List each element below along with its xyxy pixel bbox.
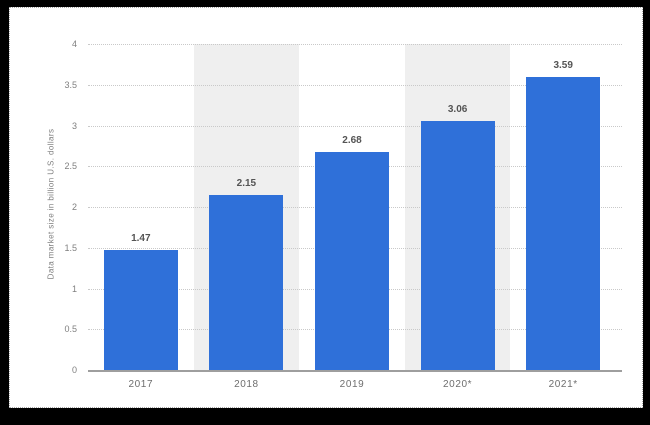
gridline xyxy=(88,84,622,86)
bar xyxy=(420,120,495,370)
bar-value-label: 3.06 xyxy=(447,103,468,115)
plot-area: 0 0.5 1 1.5 2 2.5 3 3.5 4 1.47 2017 2.15 2018 2.68 201… xyxy=(10,8,642,407)
y-tick-label: 0 xyxy=(71,365,77,375)
gridline xyxy=(88,125,622,127)
bar xyxy=(526,77,601,370)
y-tick-label: 3.5 xyxy=(64,79,77,90)
x-tick-label: 2018 xyxy=(234,379,259,390)
x-tick-label: 2019 xyxy=(339,379,365,390)
y-tick-label: 3 xyxy=(71,120,77,131)
chart-frame: Data market size in billion U.S. dollars… xyxy=(9,7,643,408)
y-tick-label: 4 xyxy=(71,39,77,49)
y-tick-label: 0.5 xyxy=(64,324,77,335)
x-tick-label: 2020* xyxy=(443,379,473,390)
bar-value-label: 3.59 xyxy=(553,60,573,72)
bar-value-label: 1.47 xyxy=(131,233,151,245)
x-tick-label: 2017 xyxy=(128,379,154,390)
y-tick-label: 2.5 xyxy=(64,161,77,172)
bar xyxy=(209,194,284,370)
x-axis-line xyxy=(88,370,622,372)
y-tick-label: 1 xyxy=(71,283,77,294)
bar-value-label: 2.15 xyxy=(236,177,257,189)
bar xyxy=(315,151,389,370)
x-tick-label: 2021* xyxy=(548,379,578,390)
bar xyxy=(103,250,178,370)
bar-value-label: 2.68 xyxy=(342,134,362,146)
y-tick-label: 2 xyxy=(71,202,77,212)
y-tick-label: 1.5 xyxy=(64,242,77,253)
gridline xyxy=(88,44,622,45)
